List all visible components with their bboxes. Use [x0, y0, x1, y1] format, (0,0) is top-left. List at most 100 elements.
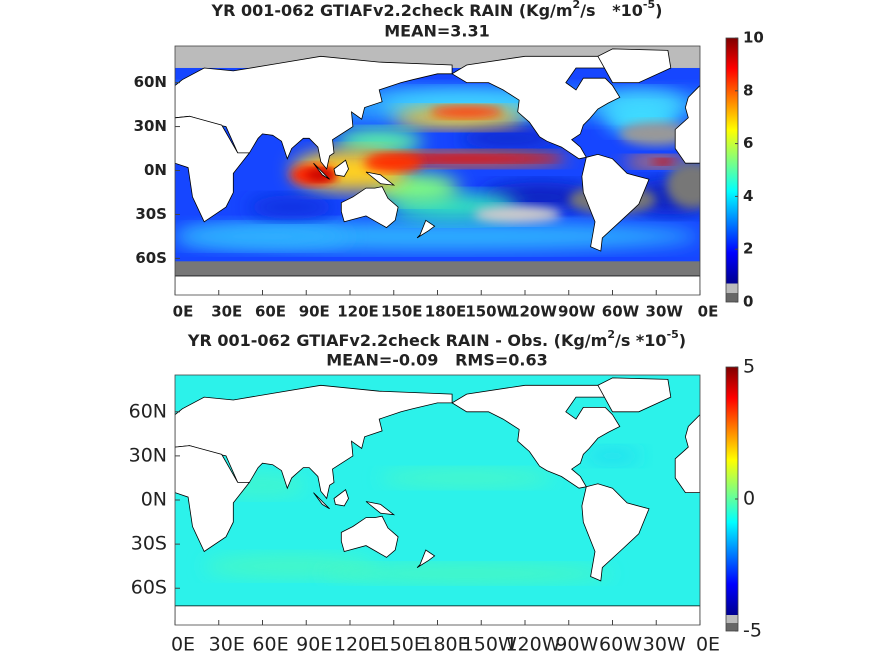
colorbar-tick-label: 10: [743, 29, 764, 47]
x-tick-label: 90W: [555, 634, 598, 656]
y-tick-label: 30N: [134, 117, 167, 135]
field-patch: [459, 126, 562, 150]
field-patch: [335, 129, 423, 153]
x-tick-label: 90W: [558, 303, 596, 321]
land: [313, 162, 330, 180]
x-tick-label: 180E: [421, 634, 469, 656]
y-tick-label: 60S: [135, 249, 167, 267]
title-part: 2: [573, 0, 581, 11]
panel-subtitle: MEAN=-0.09 RMS=0.63: [326, 351, 548, 370]
x-tick-label: 90E: [296, 634, 332, 656]
x-tick-label: 150E: [378, 634, 426, 656]
field-patch: [583, 447, 642, 465]
land: [674, 414, 700, 494]
x-tick-label: 30W: [643, 634, 686, 656]
land: [175, 384, 453, 500]
x-tick-label: 90E: [299, 303, 330, 321]
land: [581, 483, 650, 582]
sea-ice: [175, 261, 700, 276]
land: [451, 55, 621, 160]
x-tick-label: 60W: [602, 303, 640, 321]
land: [333, 159, 349, 177]
field-patch: [619, 122, 693, 146]
y-tick-label: 30S: [135, 205, 167, 223]
land: [175, 55, 453, 170]
land: [175, 605, 700, 625]
field-patch: [430, 106, 504, 118]
colorbar-tick-label: 5: [743, 356, 755, 378]
x-tick-label: 0E: [696, 634, 720, 656]
y-tick-label: 30S: [131, 533, 167, 555]
x-tick-label: 120E: [337, 303, 379, 321]
x-tick-label: 60E: [252, 634, 288, 656]
land: [313, 492, 330, 510]
title-part: /s *10: [615, 331, 667, 350]
map-field: [175, 46, 700, 295]
x-tick-label: 60E: [255, 303, 286, 321]
title-part: ): [655, 1, 662, 20]
field-patch: [666, 161, 700, 209]
land: [597, 48, 672, 83]
land: [175, 115, 251, 223]
land: [416, 549, 436, 568]
x-tick-label: 0E: [173, 303, 194, 321]
field-patch: [379, 469, 555, 487]
land: [581, 153, 650, 252]
title-part: -5: [667, 328, 679, 341]
map-field: [175, 375, 700, 625]
y-tick-label: 0N: [141, 489, 167, 511]
colorbar: [725, 37, 739, 303]
title-part: 2: [607, 328, 615, 341]
land: [175, 275, 700, 295]
title-part: ): [679, 331, 686, 350]
field-patch: [175, 224, 350, 249]
x-tick-label: 60W: [599, 634, 642, 656]
y-tick-label: 60N: [134, 73, 167, 91]
panel-title: YR 001-062 GTIAFv2.2check RAIN (Kg/m2/s …: [211, 0, 663, 20]
field-patch: [247, 195, 336, 219]
land: [340, 186, 399, 229]
field-patch: [320, 564, 613, 583]
land: [340, 515, 399, 558]
colorbar-tick-label: 8: [743, 81, 753, 99]
x-tick-label: 120W: [505, 634, 560, 656]
title-part: -5: [643, 0, 655, 11]
y-tick-label: 0N: [144, 161, 167, 179]
x-tick-label: 30E: [209, 634, 245, 656]
land: [333, 489, 349, 507]
land: [175, 445, 251, 553]
field-patch: [364, 154, 423, 172]
colorbar-tick-label: 6: [743, 134, 753, 152]
y-tick-label: 60S: [131, 577, 167, 599]
x-tick-label: 150W: [462, 634, 517, 656]
field-patch: [651, 158, 676, 165]
land: [365, 171, 396, 186]
land: [597, 377, 672, 413]
x-tick-label: 0E: [171, 634, 195, 656]
title-part: /s *10: [580, 1, 643, 20]
y-tick-label: 60N: [129, 400, 167, 422]
title-part: YR 001-062 GTIAFv2.2check RAIN - Obs. (K…: [187, 331, 607, 350]
colorbar-tick-label: 2: [743, 240, 753, 258]
x-tick-label: 120E: [334, 634, 382, 656]
x-tick-label: 150W: [465, 303, 513, 321]
y-tick-label: 30N: [129, 444, 167, 466]
panel-title: YR 001-062 GTIAFv2.2check RAIN - Obs. (K…: [187, 328, 686, 350]
colorbar-tick-label: 4: [743, 187, 753, 205]
colorbar-tick-label: 0: [743, 293, 753, 311]
x-tick-label: 0E: [698, 303, 719, 321]
colorbar-tick-label: -5: [743, 620, 762, 642]
x-tick-label: 150E: [381, 303, 423, 321]
colorbar-tick-label: 0: [743, 488, 755, 510]
x-tick-label: 30W: [646, 303, 684, 321]
x-tick-label: 180E: [425, 303, 467, 321]
land: [416, 219, 436, 239]
x-tick-label: 120W: [509, 303, 557, 321]
x-tick-label: 30E: [211, 303, 242, 321]
title-part: YR 001-062 GTIAFv2.2check RAIN (Kg/m: [211, 1, 573, 20]
panel-subtitle: MEAN=3.31: [384, 22, 490, 41]
land: [365, 501, 396, 516]
land: [674, 84, 700, 164]
field-patch: [473, 205, 562, 224]
